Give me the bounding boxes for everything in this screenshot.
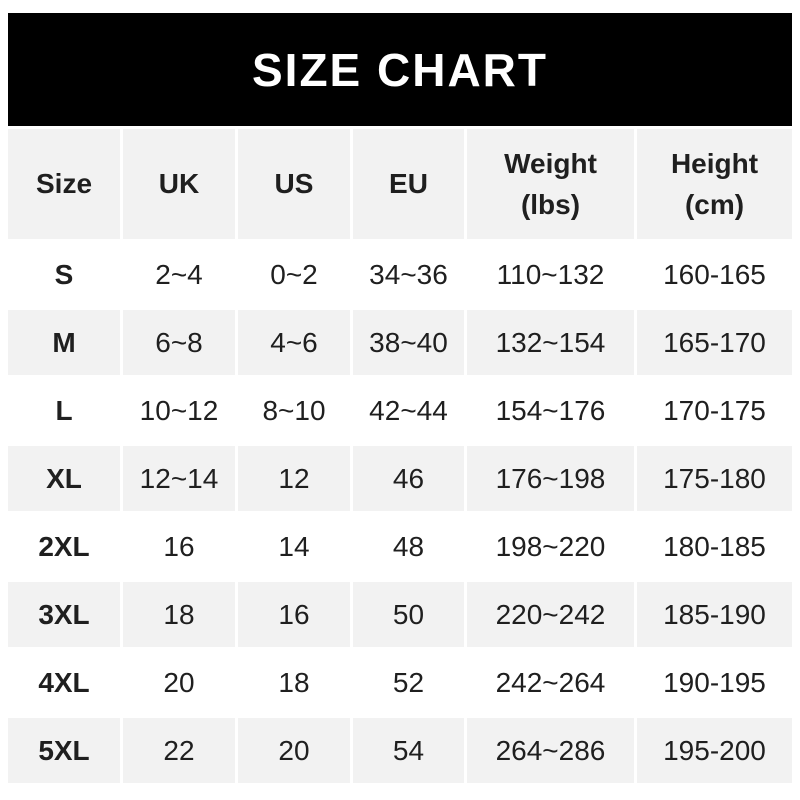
cell-size: S <box>8 242 120 307</box>
cell-height: 195-200 <box>637 718 792 783</box>
cell-height: 190-195 <box>637 650 792 715</box>
cell-height: 160-165 <box>637 242 792 307</box>
cell-us: 18 <box>238 650 350 715</box>
cell-size: 4XL <box>8 650 120 715</box>
cell-weight: 264~286 <box>467 718 634 783</box>
cell-us: 4~6 <box>238 310 350 375</box>
size-chart-banner: SIZE CHART <box>8 13 792 126</box>
cell-uk: 10~12 <box>123 378 235 443</box>
cell-eu: 38~40 <box>353 310 464 375</box>
cell-weight: 198~220 <box>467 514 634 579</box>
header-cell-weight: Weight (lbs) <box>467 129 634 239</box>
cell-uk: 22 <box>123 718 235 783</box>
cell-weight: 110~132 <box>467 242 634 307</box>
cell-us: 14 <box>238 514 350 579</box>
header-weight-unit: (lbs) <box>520 189 581 220</box>
cell-size: XL <box>8 446 120 511</box>
cell-uk: 20 <box>123 650 235 715</box>
cell-uk: 12~14 <box>123 446 235 511</box>
cell-height: 175-180 <box>637 446 792 511</box>
cell-eu: 48 <box>353 514 464 579</box>
cell-eu: 34~36 <box>353 242 464 307</box>
cell-size: 2XL <box>8 514 120 579</box>
cell-uk: 18 <box>123 582 235 647</box>
header-cell-uk: UK <box>123 129 235 239</box>
cell-weight: 154~176 <box>467 378 634 443</box>
cell-uk: 16 <box>123 514 235 579</box>
cell-size: M <box>8 310 120 375</box>
cell-uk: 6~8 <box>123 310 235 375</box>
cell-height: 170-175 <box>637 378 792 443</box>
header-weight-label: Weight <box>504 148 597 179</box>
header-cell-size: Size <box>8 129 120 239</box>
banner-title: SIZE CHART <box>252 43 548 96</box>
cell-eu: 46 <box>353 446 464 511</box>
cell-height: 165-170 <box>637 310 792 375</box>
cell-eu: 50 <box>353 582 464 647</box>
cell-us: 16 <box>238 582 350 647</box>
cell-eu: 42~44 <box>353 378 464 443</box>
header-cell-us: US <box>238 129 350 239</box>
size-table: Size UK US EU Weight (lbs) Height (cm) S… <box>8 129 792 783</box>
cell-weight: 242~264 <box>467 650 634 715</box>
cell-weight: 132~154 <box>467 310 634 375</box>
cell-us: 20 <box>238 718 350 783</box>
cell-us: 0~2 <box>238 242 350 307</box>
cell-height: 185-190 <box>637 582 792 647</box>
cell-height: 180-185 <box>637 514 792 579</box>
header-cell-eu: EU <box>353 129 464 239</box>
cell-eu: 52 <box>353 650 464 715</box>
cell-eu: 54 <box>353 718 464 783</box>
header-height-label: Height <box>670 148 759 179</box>
header-height-unit: (cm) <box>684 189 745 220</box>
cell-us: 8~10 <box>238 378 350 443</box>
cell-weight: 176~198 <box>467 446 634 511</box>
cell-weight: 220~242 <box>467 582 634 647</box>
cell-size: 5XL <box>8 718 120 783</box>
cell-size: L <box>8 378 120 443</box>
cell-us: 12 <box>238 446 350 511</box>
cell-uk: 2~4 <box>123 242 235 307</box>
cell-size: 3XL <box>8 582 120 647</box>
header-cell-height: Height (cm) <box>637 129 792 239</box>
